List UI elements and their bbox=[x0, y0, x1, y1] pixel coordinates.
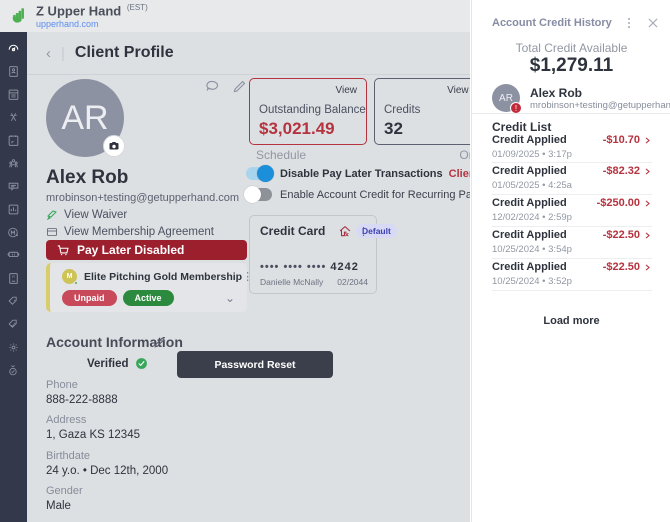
svg-text:R: R bbox=[12, 274, 15, 278]
